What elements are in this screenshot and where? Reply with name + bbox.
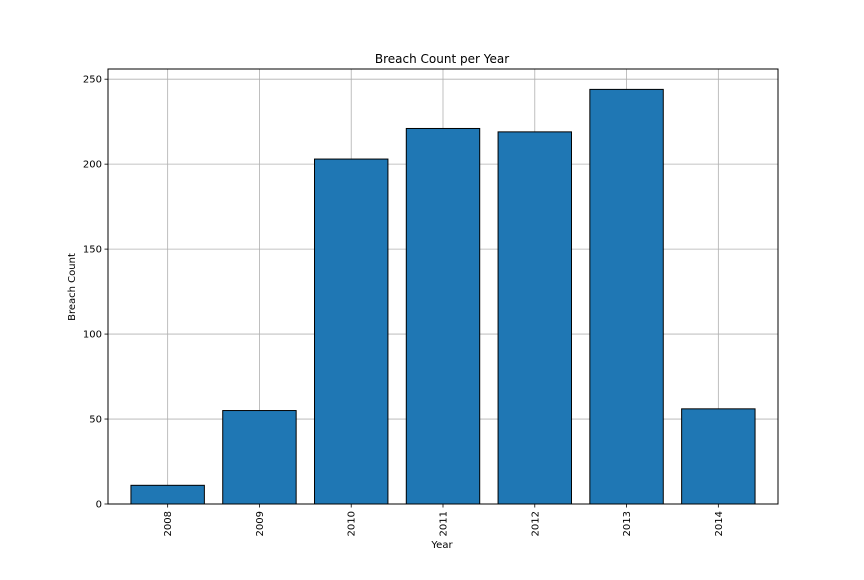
x-tick-label: 2008 — [163, 511, 174, 536]
y-tick-label: 100 — [83, 330, 102, 341]
x-tick-label: 2013 — [622, 511, 633, 536]
y-tick-label: 50 — [89, 415, 102, 426]
x-tick-label: 2010 — [347, 511, 358, 536]
x-tick-label: 2012 — [530, 511, 541, 536]
bar-2008 — [130, 484, 205, 505]
bar-2010 — [314, 158, 389, 505]
chart-title: Breach Count per Year — [375, 52, 509, 66]
x-axis: 2008 2009 2010 2011 2012 2013 2014 — [163, 504, 725, 536]
x-tick-label: 2009 — [255, 511, 266, 536]
y-axis-label: Breach Count — [67, 253, 78, 321]
x-tick-label: 2014 — [714, 511, 725, 536]
y-tick-label: 150 — [83, 245, 102, 256]
bars-layer — [130, 88, 756, 505]
bar-2013 — [589, 88, 664, 505]
y-tick-label: 0 — [96, 500, 102, 511]
bar-2014 — [681, 408, 756, 505]
x-tick-label: 2011 — [439, 511, 450, 536]
y-tick-label: 250 — [83, 75, 102, 86]
x-axis-label: Year — [430, 540, 453, 551]
bar-2009 — [222, 410, 297, 505]
y-tick-label: 200 — [83, 160, 102, 171]
bar-2011 — [405, 127, 481, 505]
y-axis: 0 50 100 150 200 250 — [83, 75, 108, 511]
bar-2012 — [497, 131, 572, 505]
